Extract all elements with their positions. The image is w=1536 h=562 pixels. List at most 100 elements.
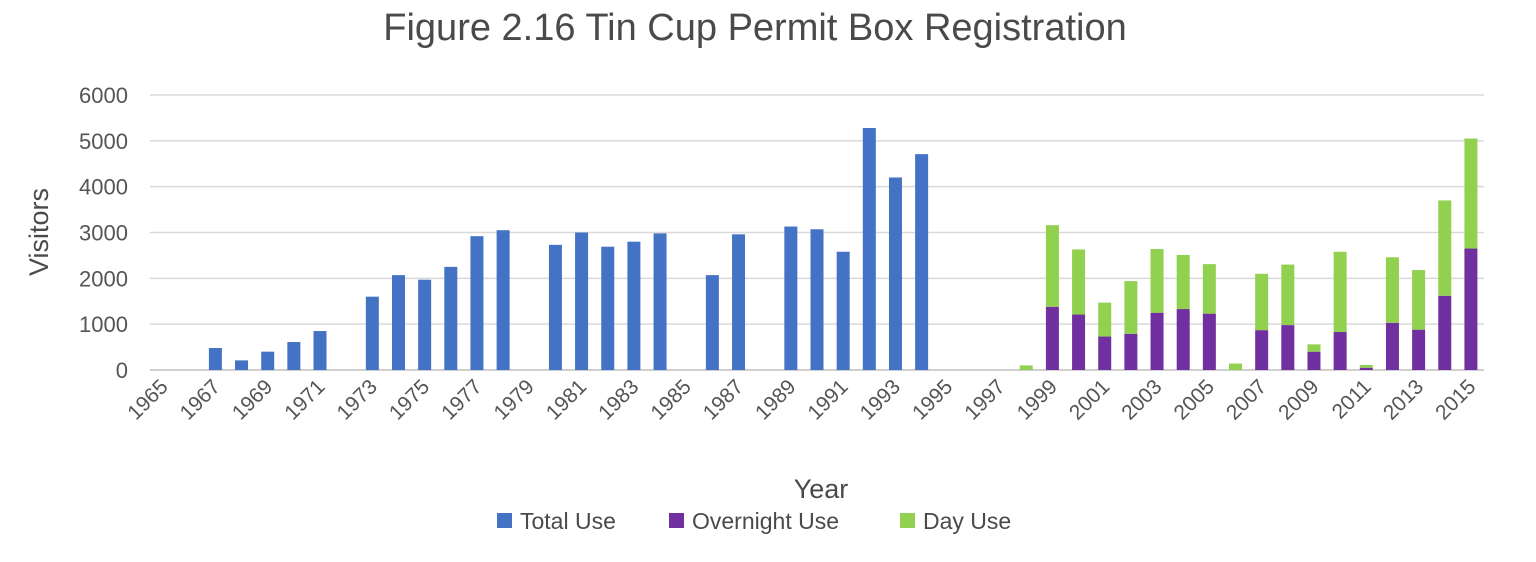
bar-day-use-2002	[1124, 281, 1138, 334]
x-tick-label: 1975	[385, 375, 434, 424]
bar-overnight-use-2013	[1412, 329, 1426, 370]
legend-swatch-overnight-use	[669, 513, 684, 528]
bar-total-use-1971	[313, 331, 327, 370]
bar-overnight-use-2011	[1359, 367, 1373, 370]
bar-total-use-1977	[470, 236, 484, 370]
x-tick-label: 2009	[1274, 375, 1323, 424]
bar-overnight-use-2005	[1202, 313, 1216, 371]
bar-overnight-use-2010	[1333, 331, 1347, 370]
bar-day-use-2008	[1281, 264, 1295, 326]
bar-overnight-use-2014	[1438, 295, 1452, 370]
x-tick-label: 1969	[228, 375, 277, 424]
bar-overnight-use-2002	[1124, 333, 1138, 370]
bar-overnight-use-2003	[1150, 312, 1164, 370]
x-tick-label: 1987	[699, 375, 748, 424]
y-tick-label: 2000	[79, 266, 128, 291]
bar-overnight-use-1999	[1045, 306, 1059, 370]
x-tick-label: 1971	[280, 375, 329, 424]
bar-total-use-1968	[235, 360, 249, 371]
x-tick-label: 1981	[542, 375, 591, 424]
bar-day-use-2006	[1229, 363, 1243, 370]
chart-title: Figure 2.16 Tin Cup Permit Box Registrat…	[383, 7, 1126, 49]
bar-total-use-1984	[653, 233, 667, 370]
bar-total-use-1974	[391, 275, 405, 371]
bar-total-use-1973	[365, 296, 379, 370]
bars	[208, 128, 1478, 371]
bar-total-use-1989	[784, 226, 798, 370]
y-tick-label: 3000	[79, 221, 128, 246]
legend-swatch-day-use	[900, 513, 915, 528]
bar-overnight-use-2001	[1098, 336, 1112, 370]
x-tick-label: 1977	[437, 375, 486, 424]
y-tick-label: 4000	[79, 175, 128, 200]
x-tick-label: 2015	[1431, 375, 1480, 424]
bar-total-use-1975	[418, 279, 432, 370]
x-tick-label: 1967	[176, 375, 225, 424]
legend-label: Day Use	[923, 508, 1011, 534]
y-axis-label: Visitors	[24, 188, 54, 276]
x-axis-label: Year	[794, 474, 849, 504]
bar-day-use-2001	[1098, 302, 1112, 337]
x-tick-label: 1995	[908, 375, 957, 424]
bar-day-use-2005	[1202, 264, 1216, 314]
y-axis-ticks: 0 1000 2000 3000 4000 5000 6000	[79, 83, 128, 383]
x-tick-label: 1989	[751, 375, 800, 424]
x-tick-label: 2011	[1328, 375, 1376, 423]
bar-total-use-1992	[862, 128, 876, 370]
bar-total-use-1987	[732, 234, 746, 370]
bar-overnight-use-2012	[1385, 322, 1399, 370]
x-tick-label: 2003	[1117, 375, 1166, 424]
x-tick-label: 1999	[1013, 375, 1062, 424]
bar-day-use-2013	[1412, 270, 1426, 330]
bar-total-use-1990	[810, 229, 824, 370]
legend-label: Overnight Use	[692, 508, 839, 534]
y-tick-label: 0	[116, 358, 128, 383]
bar-day-use-2010	[1333, 251, 1347, 332]
bar-total-use-1983	[627, 241, 641, 370]
bar-total-use-1993	[888, 177, 902, 370]
x-tick-label: 2001	[1065, 375, 1114, 424]
bar-day-use-1999	[1045, 225, 1059, 307]
bar-day-use-2015	[1464, 138, 1478, 249]
x-tick-label: 2005	[1170, 375, 1219, 424]
bar-overnight-use-2015	[1464, 248, 1478, 370]
bar-day-use-2007	[1255, 273, 1269, 331]
bar-total-use-1981	[575, 232, 589, 370]
bar-overnight-use-2007	[1255, 330, 1269, 371]
y-tick-label: 1000	[79, 312, 128, 337]
bar-total-use-1982	[601, 246, 615, 370]
bar-total-use-1986	[705, 275, 719, 371]
x-tick-label: 1965	[123, 375, 172, 424]
x-tick-label: 1983	[594, 375, 643, 424]
bar-day-use-2000	[1072, 249, 1086, 315]
bar-total-use-1976	[444, 266, 458, 371]
x-tick-label: 1993	[856, 375, 905, 424]
x-tick-label: 1973	[333, 375, 382, 424]
x-tick-label: 2007	[1222, 375, 1271, 424]
bar-day-use-2004	[1176, 254, 1190, 310]
bar-total-use-1978	[496, 230, 510, 370]
x-tick-label: 1985	[646, 375, 695, 424]
bar-total-use-1970	[287, 342, 301, 370]
bar-day-use-2011	[1359, 364, 1373, 368]
bar-day-use-2014	[1438, 200, 1452, 296]
bar-overnight-use-2000	[1072, 314, 1086, 370]
bar-total-use-1994	[915, 154, 929, 371]
bar-day-use-2003	[1150, 249, 1164, 313]
bar-day-use-2009	[1307, 344, 1321, 352]
legend-swatch-total-use	[497, 513, 512, 528]
x-tick-label: 1991	[803, 375, 852, 424]
x-axis-ticks: 1965 1967 1969 1971 1973 1975 1977 1979 1981 1983…	[123, 375, 1480, 424]
bar-overnight-use-2008	[1281, 325, 1295, 370]
legend-label: Total Use	[520, 508, 616, 534]
y-tick-label: 6000	[79, 83, 128, 108]
legend: Total Use Overnight Use Day Use	[497, 508, 1011, 534]
bar-overnight-use-2009	[1307, 351, 1321, 370]
x-tick-label: 1979	[490, 375, 539, 424]
bar-total-use-1991	[836, 251, 850, 370]
x-tick-label: 2013	[1379, 375, 1428, 424]
bar-total-use-1969	[261, 351, 275, 370]
bar-total-use-1967	[208, 348, 222, 370]
